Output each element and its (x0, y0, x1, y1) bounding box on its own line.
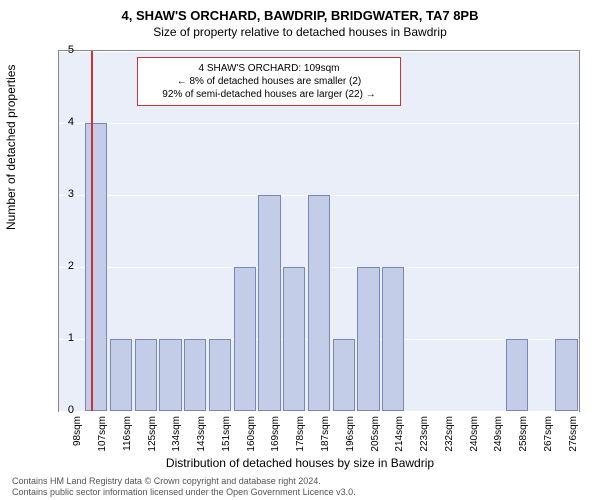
gridline (59, 411, 579, 412)
bar (308, 195, 330, 411)
x-tick-label: 267sqm (543, 416, 554, 456)
bar (184, 339, 206, 411)
annotation-line2: ← 8% of detached houses are smaller (2) (146, 75, 392, 88)
x-tick-label: 196sqm (345, 416, 356, 456)
bar (159, 339, 181, 411)
bar (555, 339, 577, 411)
y-tick-label: 3 (68, 188, 74, 200)
x-tick-label: 107sqm (97, 416, 108, 456)
chart-title-main: 4, SHAW'S ORCHARD, BAWDRIP, BRIDGWATER, … (0, 0, 600, 23)
bar (135, 339, 157, 411)
y-axis-label: Number of detached properties (4, 65, 18, 230)
annotation-line3: 92% of semi-detached houses are larger (… (146, 88, 392, 101)
bar (85, 123, 107, 411)
x-tick-label: 258sqm (518, 416, 529, 456)
x-tick-label: 178sqm (295, 416, 306, 456)
x-tick-label: 169sqm (270, 416, 281, 456)
x-tick-label: 240sqm (469, 416, 480, 456)
x-tick-label: 276sqm (568, 416, 579, 456)
x-tick-label: 214sqm (394, 416, 405, 456)
footer-line2: Contains public sector information licen… (12, 487, 356, 497)
x-tick-label: 205sqm (370, 416, 381, 456)
bar (382, 267, 404, 411)
bar (283, 267, 305, 411)
y-tick-label: 1 (68, 332, 74, 344)
marker-line (91, 51, 93, 411)
y-tick-label: 4 (68, 116, 74, 128)
x-tick-label: 134sqm (171, 416, 182, 456)
x-tick-label: 187sqm (320, 416, 331, 456)
x-tick-label: 249sqm (493, 416, 504, 456)
bar (258, 195, 280, 411)
annotation-box: 4 SHAW'S ORCHARD: 109sqm ← 8% of detache… (137, 57, 401, 106)
plot-area: 4 SHAW'S ORCHARD: 109sqm ← 8% of detache… (58, 50, 580, 412)
x-tick-label: 223sqm (419, 416, 430, 456)
chart-title-sub: Size of property relative to detached ho… (0, 23, 600, 43)
x-tick-label: 116sqm (122, 416, 133, 456)
bar (506, 339, 528, 411)
x-tick-label: 160sqm (246, 416, 257, 456)
bar (333, 339, 355, 411)
x-tick-label: 143sqm (196, 416, 207, 456)
x-axis-label: Distribution of detached houses by size … (0, 456, 600, 470)
gridline (59, 123, 579, 124)
bar (209, 339, 231, 411)
x-tick-label: 125sqm (147, 416, 158, 456)
footer-line1: Contains HM Land Registry data © Crown c… (12, 476, 356, 486)
bar (110, 339, 132, 411)
x-tick-label: 151sqm (221, 416, 232, 456)
y-tick-label: 2 (68, 260, 74, 272)
x-tick-label: 98sqm (72, 416, 83, 456)
footer-attribution: Contains HM Land Registry data © Crown c… (12, 476, 356, 497)
y-tick-label: 5 (68, 44, 74, 56)
gridline (59, 51, 579, 52)
bar (234, 267, 256, 411)
y-tick-label: 0 (68, 404, 74, 416)
bar (357, 267, 379, 411)
x-tick-label: 232sqm (444, 416, 455, 456)
annotation-line1: 4 SHAW'S ORCHARD: 109sqm (146, 62, 392, 75)
